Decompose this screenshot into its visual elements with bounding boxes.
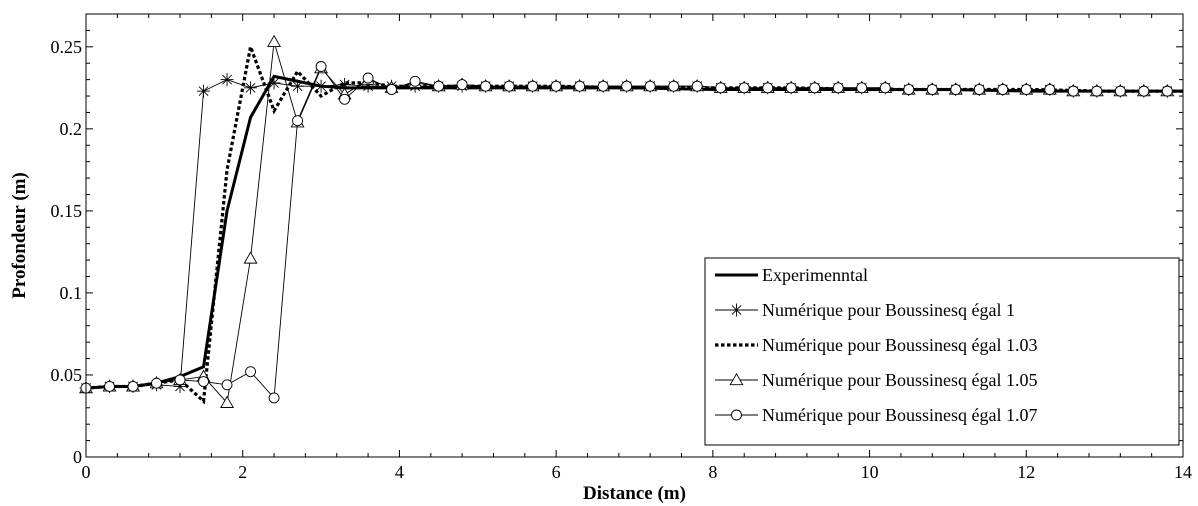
series-layer (79, 34, 1183, 408)
data-point (527, 80, 539, 92)
data-point (314, 79, 328, 93)
data-point (409, 75, 421, 87)
data-point (738, 82, 750, 94)
data-point (809, 82, 821, 94)
y-axis-label: Profondeur (m) (9, 172, 30, 298)
data-point (668, 80, 680, 92)
y-tick-label: 0.1 (60, 283, 83, 303)
data-point (691, 80, 703, 92)
data-point (856, 82, 868, 94)
x-tick-label: 14 (1174, 462, 1192, 482)
legend-marker (730, 303, 743, 317)
data-point (362, 72, 374, 84)
legend-item: Experimenntal (715, 265, 868, 285)
data-point (386, 84, 398, 95)
x-tick-label: 8 (708, 462, 717, 482)
legend-label: Numérique pour Boussinesq égal 1.07 (762, 405, 1037, 425)
x-tick-label: 2 (238, 462, 247, 482)
data-point (197, 84, 211, 98)
data-point (1161, 85, 1173, 97)
data-point (997, 84, 1009, 95)
legend-label: Numérique pour Boussinesq égal 1.03 (762, 335, 1037, 355)
data-point (127, 380, 139, 392)
data-point (480, 80, 492, 92)
data-point (291, 79, 305, 93)
data-point (315, 61, 327, 72)
data-point (339, 93, 351, 105)
data-point (1138, 85, 1150, 97)
data-point (926, 84, 938, 95)
y-tick-label: 0.05 (51, 365, 83, 385)
data-point (433, 80, 445, 92)
data-point (174, 374, 186, 386)
data-point (973, 84, 985, 95)
data-point (574, 80, 586, 92)
data-point (550, 80, 562, 92)
y-tick-label: 0 (73, 447, 82, 467)
data-point (151, 377, 162, 389)
data-point (1114, 85, 1126, 97)
y-tick-label: 0.25 (51, 37, 83, 57)
data-point (268, 392, 280, 404)
data-point (244, 81, 258, 95)
x-tick-label: 0 (82, 462, 91, 482)
axis-tick-labels: 0 2 4 6 8 10 12 14 0 0.05 0.1 0.15 0.2 0.25 (51, 37, 1193, 482)
data-point (1067, 85, 1079, 97)
series-line (85, 40, 1183, 405)
data-point (879, 82, 891, 94)
data-point (503, 80, 515, 92)
data-point (198, 376, 209, 387)
y-tick-label: 0.2 (60, 119, 83, 139)
data-point (1091, 85, 1103, 97)
data-point (832, 82, 844, 94)
data-point (245, 366, 257, 378)
plot-frame (85, 13, 1184, 458)
data-point (104, 380, 115, 392)
data-point (220, 73, 234, 87)
x-tick-label: 12 (1017, 462, 1035, 482)
data-point (715, 82, 727, 94)
legend-box (704, 257, 1180, 446)
data-point (1020, 84, 1032, 95)
data-point (762, 82, 774, 94)
data-point (221, 379, 233, 391)
data-point (644, 80, 656, 92)
legend-label: Numérique pour Boussinesq égal 1 (762, 300, 1015, 320)
x-tick-label: 4 (395, 462, 404, 482)
data-point (621, 80, 633, 92)
x-tick-label: 6 (552, 462, 561, 482)
legend-marker (729, 372, 744, 386)
series-3 (85, 40, 1183, 405)
data-point (950, 84, 962, 95)
data-point (785, 82, 797, 94)
legend: Experimenntal Numérique pour Boussinesq é… (704, 257, 1180, 446)
legend-marker (731, 409, 742, 421)
legend-item: Numérique pour Boussinesq égal 1.05 (715, 370, 1037, 390)
data-point (243, 251, 258, 264)
data-point (597, 80, 609, 92)
legend-label: Numérique pour Boussinesq égal 1.05 (762, 370, 1037, 390)
x-tick-label: 10 (861, 462, 879, 482)
legend-label: Experimenntal (762, 265, 868, 285)
legend-item: Numérique pour Boussinesq égal 1.07 (715, 405, 1037, 425)
data-point (456, 79, 468, 91)
data-point (267, 34, 282, 47)
data-point (1044, 84, 1056, 95)
legend-item: Numérique pour Boussinesq égal 1 (715, 300, 1015, 320)
y-tick-label: 0.15 (51, 201, 83, 221)
series-5 (80, 61, 1173, 404)
data-point (220, 395, 235, 408)
data-point (903, 84, 915, 95)
data-point (292, 115, 304, 127)
x-axis-label: Distance (m) (583, 483, 686, 504)
axis-ticks (85, 14, 1184, 458)
legend-item: Numérique pour Boussinesq égal 1.03 (715, 335, 1037, 355)
